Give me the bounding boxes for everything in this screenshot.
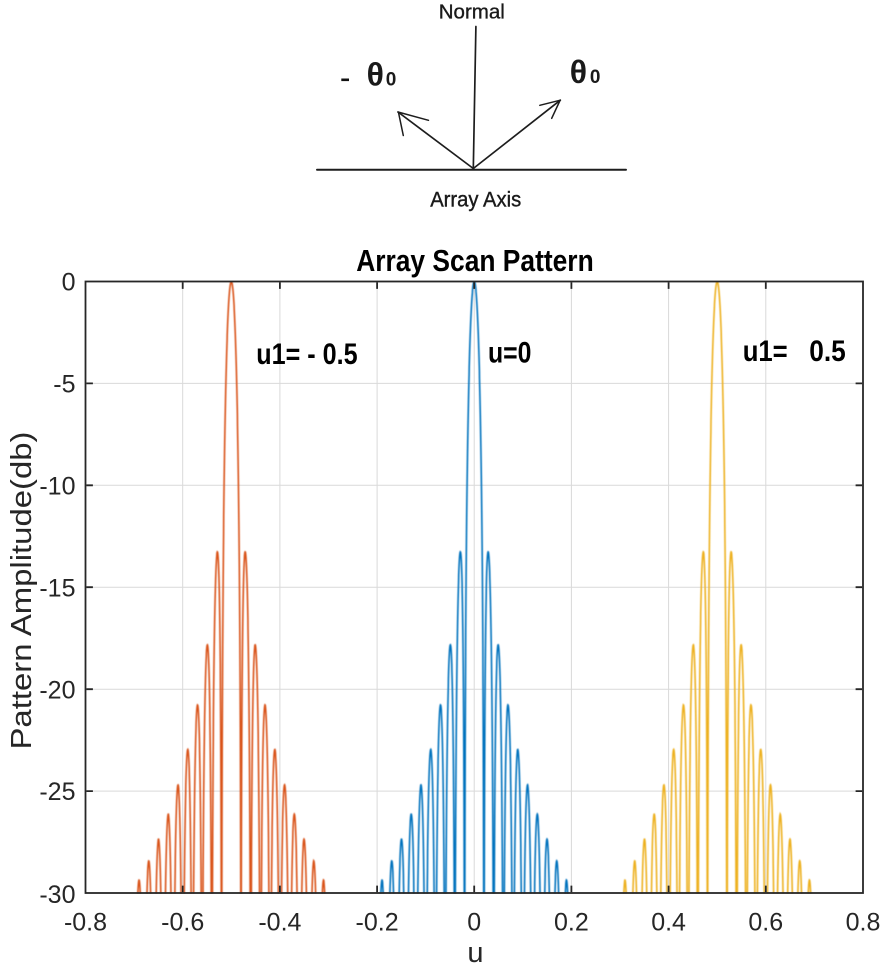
svg-text:u1= - 0.5: u1= - 0.5 xyxy=(256,338,357,371)
svg-text:-15: -15 xyxy=(39,574,75,602)
svg-text:0: 0 xyxy=(590,67,601,88)
svg-text:0.8: 0.8 xyxy=(846,909,881,937)
svg-text:-5: -5 xyxy=(53,371,75,399)
svg-text:-10: -10 xyxy=(39,472,75,500)
svg-text:u1=: u1= xyxy=(743,335,788,368)
svg-text:0: 0 xyxy=(62,269,76,297)
svg-text:0.4: 0.4 xyxy=(651,909,686,937)
svg-text:-0.8: -0.8 xyxy=(64,909,107,937)
svg-text:0.5: 0.5 xyxy=(809,335,846,368)
svg-text:u: u xyxy=(467,937,483,969)
svg-text:-0.2: -0.2 xyxy=(356,909,399,937)
svg-text:Array Axis: Array Axis xyxy=(430,188,521,212)
svg-text:0.2: 0.2 xyxy=(554,909,589,937)
svg-text:0: 0 xyxy=(386,69,397,90)
svg-text:-30: -30 xyxy=(39,881,75,909)
svg-text:0.6: 0.6 xyxy=(748,909,783,937)
svg-text:-20: -20 xyxy=(39,676,75,704)
svg-text:u=0: u=0 xyxy=(488,337,531,370)
svg-text:-0.4: -0.4 xyxy=(258,909,301,937)
svg-text:0: 0 xyxy=(467,909,481,937)
svg-text:Normal: Normal xyxy=(439,0,505,23)
svg-text:-25: -25 xyxy=(39,778,75,806)
svg-text:θ: θ xyxy=(367,57,384,93)
svg-text:-0.6: -0.6 xyxy=(161,909,204,937)
svg-text:Pattern Amplitude(db): Pattern Amplitude(db) xyxy=(6,432,38,750)
svg-text:Array Scan Pattern: Array Scan Pattern xyxy=(356,244,594,278)
svg-text:θ: θ xyxy=(570,54,587,90)
